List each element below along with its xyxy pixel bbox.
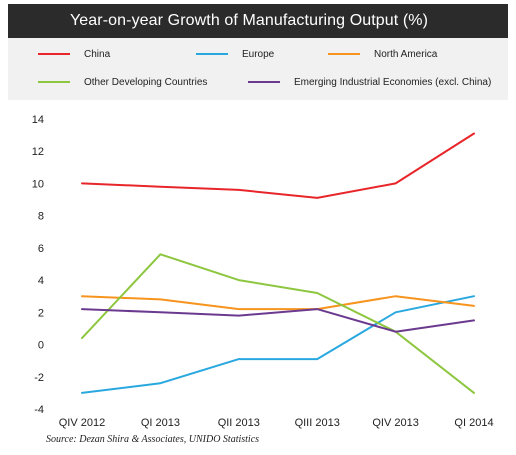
legend-swatch <box>196 53 228 55</box>
legend-label: Emerging Industrial Economies (excl. Chi… <box>294 76 492 88</box>
y-tick-label: -4 <box>34 404 44 416</box>
y-tick-label: 0 <box>38 340 44 352</box>
series-line <box>81 295 475 394</box>
legend-swatch <box>38 53 70 55</box>
legend-swatch <box>248 81 280 83</box>
legend-label: China <box>84 48 111 60</box>
chart-legend: China Europe North America Other Developing… <box>8 38 508 100</box>
y-tick-label: 12 <box>32 146 44 158</box>
legend-item: North America <box>328 46 437 62</box>
series-line <box>81 132 475 199</box>
legend-label: Other Developing Countries <box>84 76 208 88</box>
y-tick-label: 6 <box>38 243 44 255</box>
legend-swatch <box>38 81 70 83</box>
y-tick-label: 2 <box>38 307 44 319</box>
x-tick-label: QI 2014 <box>454 417 493 429</box>
source-note: Source: Dezan Shira & Associates, UNIDO … <box>46 434 260 445</box>
chart-title-bar: Year-on-year Growth of Manufacturing Out… <box>8 4 508 38</box>
series-line <box>81 253 475 394</box>
x-tick-label: QIV 2012 <box>59 417 105 429</box>
legend-swatch <box>328 53 360 55</box>
series-line <box>81 295 475 311</box>
x-tick-label: QIII 2013 <box>295 417 340 429</box>
series-line <box>81 308 475 333</box>
legend-item: Europe <box>196 46 274 62</box>
y-tick-label: 10 <box>32 178 44 190</box>
x-tick-label: QII 2013 <box>218 417 260 429</box>
legend-item: Emerging Industrial Economies (excl. Chi… <box>248 74 491 90</box>
legend-item: China <box>38 46 110 62</box>
legend-label: Europe <box>242 48 275 60</box>
x-tick-label: QI 2013 <box>141 417 180 429</box>
y-tick-label: 4 <box>38 275 44 287</box>
legend-label: North America <box>374 48 438 60</box>
y-tick-label: 8 <box>38 211 44 223</box>
y-tick-label: 14 <box>32 114 44 126</box>
x-tick-label: QIV 2013 <box>372 417 418 429</box>
y-tick-label: -2 <box>34 372 44 384</box>
line-chart: -4 -2 0 2 4 6 8 10 12 14 QIV 2012 QI 2013 QII 2013 QI… <box>32 114 494 429</box>
legend-item: Other Developing Countries <box>38 74 207 90</box>
chart-title: Year-on-year Growth of Manufacturing Out… <box>70 12 429 29</box>
